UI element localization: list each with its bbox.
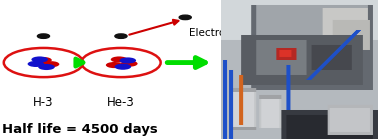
Circle shape [28,61,44,67]
Circle shape [31,56,48,63]
Text: H-3: H-3 [33,96,54,109]
Circle shape [115,34,127,38]
Circle shape [38,64,55,70]
Text: Half life = 4500 days: Half life = 4500 days [2,123,158,136]
Circle shape [119,57,136,64]
Circle shape [111,56,127,63]
Circle shape [115,64,131,70]
Circle shape [43,61,59,67]
Circle shape [179,15,191,20]
Circle shape [35,57,52,63]
Circle shape [121,61,138,67]
Circle shape [106,62,122,68]
Text: Electron: Electron [189,28,232,38]
Text: He-3: He-3 [107,96,135,109]
Circle shape [37,34,50,38]
